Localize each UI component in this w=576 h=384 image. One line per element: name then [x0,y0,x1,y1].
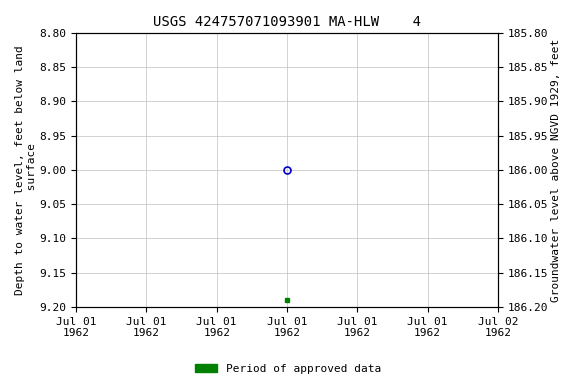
Title: USGS 424757071093901 MA-HLW    4: USGS 424757071093901 MA-HLW 4 [153,15,421,29]
Y-axis label: Groundwater level above NGVD 1929, feet: Groundwater level above NGVD 1929, feet [551,38,561,301]
Legend: Period of approved data: Period of approved data [191,359,385,379]
Y-axis label: Depth to water level, feet below land
 surface: Depth to water level, feet below land su… [15,45,37,295]
